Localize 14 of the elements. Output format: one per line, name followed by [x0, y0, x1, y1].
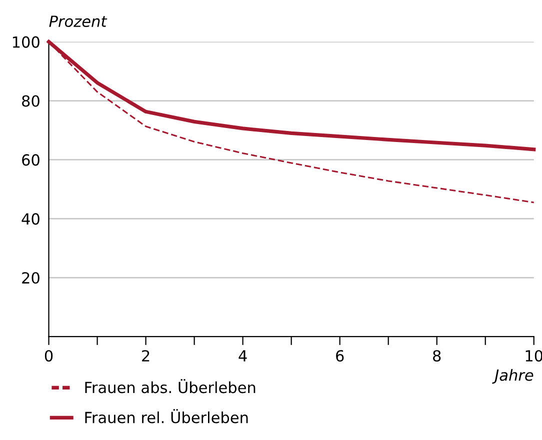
y-tick-label: 80	[22, 95, 40, 107]
y-tick-label: 100	[12, 36, 40, 48]
legend-label: Frauen abs. Überleben	[85, 379, 256, 394]
y-tick-label: 60	[22, 154, 40, 166]
legend-label: Frauen rel. Überleben	[85, 409, 248, 424]
x-axis-title: Jahre	[492, 369, 534, 384]
x-tick-label: 8	[433, 350, 441, 362]
x-tick-label: 6	[336, 350, 344, 362]
y-tick-label: 20	[22, 272, 40, 284]
y-tick-label: 40	[22, 213, 40, 225]
x-tick-label: 2	[142, 350, 150, 362]
x-tick-label: 0	[44, 350, 53, 362]
y-axis-title: Prozent	[49, 16, 108, 28]
x-tick-label: 4	[238, 350, 247, 362]
